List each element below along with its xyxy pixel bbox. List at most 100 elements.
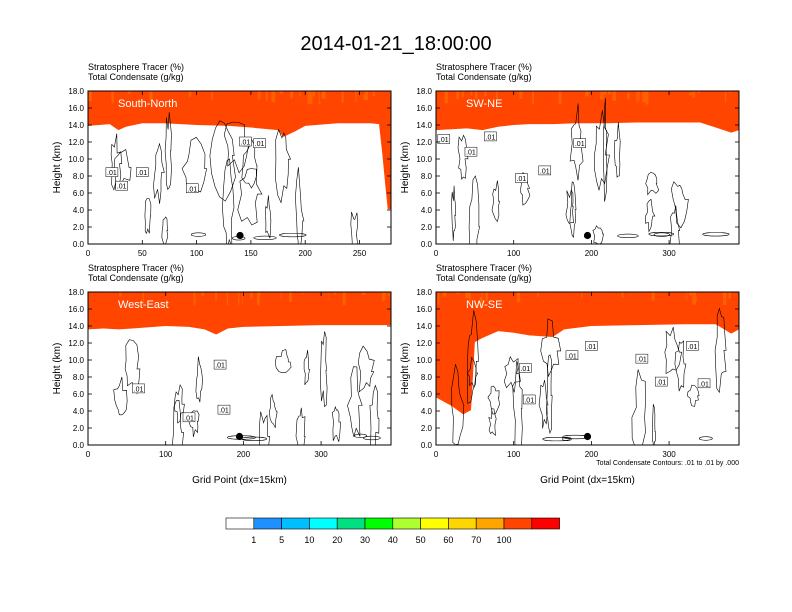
condensate-contour: [275, 128, 292, 204]
y-tick-label: 18.0: [68, 288, 84, 297]
contour-label-box: [519, 363, 532, 373]
tracer-streak: [512, 292, 516, 297]
tracer-streak: [250, 292, 253, 299]
condensate-contour: [540, 318, 562, 378]
x-tick-label: 200: [237, 450, 251, 459]
colorbar-swatch: [309, 517, 338, 530]
tracer-streak: [666, 91, 669, 105]
panel-south-north: Stratosphere Tracer (%)Total Condensate …: [52, 62, 392, 258]
tracer-streak: [576, 91, 581, 100]
colorbar-label: 60: [443, 535, 453, 545]
y-tick-label: 8.0: [421, 172, 433, 181]
condensate-contour: [331, 405, 341, 442]
condensate-contour: [617, 233, 639, 238]
plot-area: .01.01.01.01.01.01: [88, 91, 391, 244]
tracer-streak: [722, 292, 727, 306]
tracer-streak: [334, 292, 337, 295]
colorbar-swatch: [253, 517, 282, 530]
condensate-contour: [222, 158, 235, 244]
panel-header-tracer: Stratosphere Tracer (%): [88, 263, 184, 273]
panel-sw-ne: Stratosphere Tracer (%)Total Condensate …: [400, 62, 740, 258]
tracer-streak: [111, 91, 113, 98]
contour-label-box: [522, 394, 536, 405]
contour-label: .01: [184, 415, 194, 422]
contour-label: .01: [567, 353, 577, 360]
plot-frame: [87, 90, 392, 245]
tracer-streak: [384, 292, 388, 301]
condensate-contour: [645, 172, 660, 196]
tracer-streak: [210, 91, 213, 101]
tracer-streak: [280, 292, 282, 299]
tracer-streak: [119, 292, 122, 297]
condensate-contour: [631, 369, 646, 445]
tracer-streak: [131, 292, 136, 305]
y-tick-label: 6.0: [73, 189, 85, 198]
tracer-streak: [185, 292, 188, 299]
tracer-streak: [312, 91, 316, 97]
colorbar-label: 70: [471, 535, 481, 545]
x-tick-label: 300: [662, 450, 676, 459]
y-tick-label: 16.0: [416, 305, 432, 314]
tracer-streak: [532, 91, 535, 104]
condensate-contour: [714, 307, 727, 394]
y-axis-label: Height (km): [400, 343, 411, 395]
tracer-streak: [351, 292, 354, 304]
tracer-streak: [536, 292, 539, 297]
tracer-streak: [593, 292, 596, 298]
condensate-contour: [457, 134, 469, 180]
colorbar-swatch: [364, 517, 394, 530]
tracer-streak: [362, 91, 366, 95]
contour-label: .01: [117, 184, 127, 191]
tracer-band: [436, 292, 739, 415]
contour-label-box: [515, 173, 528, 183]
tracer-streak: [341, 91, 344, 103]
contour-label-box: [186, 183, 199, 193]
tracer-streak: [204, 292, 207, 299]
tracer-streak: [442, 292, 447, 297]
tracer-streak: [544, 91, 549, 96]
tracer-band: [436, 91, 739, 133]
condensate-contour: [542, 436, 571, 442]
tracer-streak: [474, 292, 476, 294]
tracer-streak: [188, 91, 192, 98]
tracer-streak: [142, 292, 145, 305]
colorbar-label: 1: [251, 535, 256, 545]
contour-label: .01: [656, 380, 666, 387]
contour-label: .01: [524, 397, 534, 404]
colorbar-label: 10: [304, 535, 314, 545]
x-tick-label: 0: [434, 450, 439, 459]
tracer-streak: [104, 292, 108, 305]
tracer-streak: [258, 91, 261, 96]
tracer-streak: [168, 91, 171, 103]
tracer-streak: [362, 292, 366, 295]
contour-label-box: [239, 136, 252, 147]
location-marker: [583, 231, 592, 240]
tracer-streak: [696, 292, 701, 299]
contour-label-box: [253, 138, 266, 148]
contour-label-box: [573, 138, 586, 148]
tracer-streak: [496, 91, 498, 100]
tracer-streak: [316, 91, 320, 97]
y-tick-label: 12.0: [416, 138, 432, 147]
tracer-streak: [299, 91, 301, 97]
tracer-streak: [519, 91, 523, 100]
tracer-streak: [468, 292, 471, 303]
contour-label: .01: [107, 170, 117, 177]
contour-label: .01: [241, 140, 251, 147]
condensate-contour: [467, 310, 479, 404]
condensate-contour: [223, 121, 249, 174]
tracer-streak: [223, 91, 225, 97]
plot-frame: [435, 90, 740, 245]
location-marker: [235, 432, 244, 441]
tracer-streak: [112, 91, 114, 104]
contour-label-box: [565, 350, 579, 360]
condensate-contour: [264, 195, 272, 239]
condensate-contour: [181, 136, 207, 193]
condensate-contour: [670, 181, 689, 229]
tracer-streak: [688, 91, 690, 94]
contour-label-box: [635, 353, 649, 364]
tracer-streak: [226, 91, 230, 103]
contour-label: .01: [587, 344, 597, 351]
panels: Stratosphere Tracer (%)Total Condensate …: [52, 62, 740, 486]
tracer-streak: [633, 292, 636, 298]
